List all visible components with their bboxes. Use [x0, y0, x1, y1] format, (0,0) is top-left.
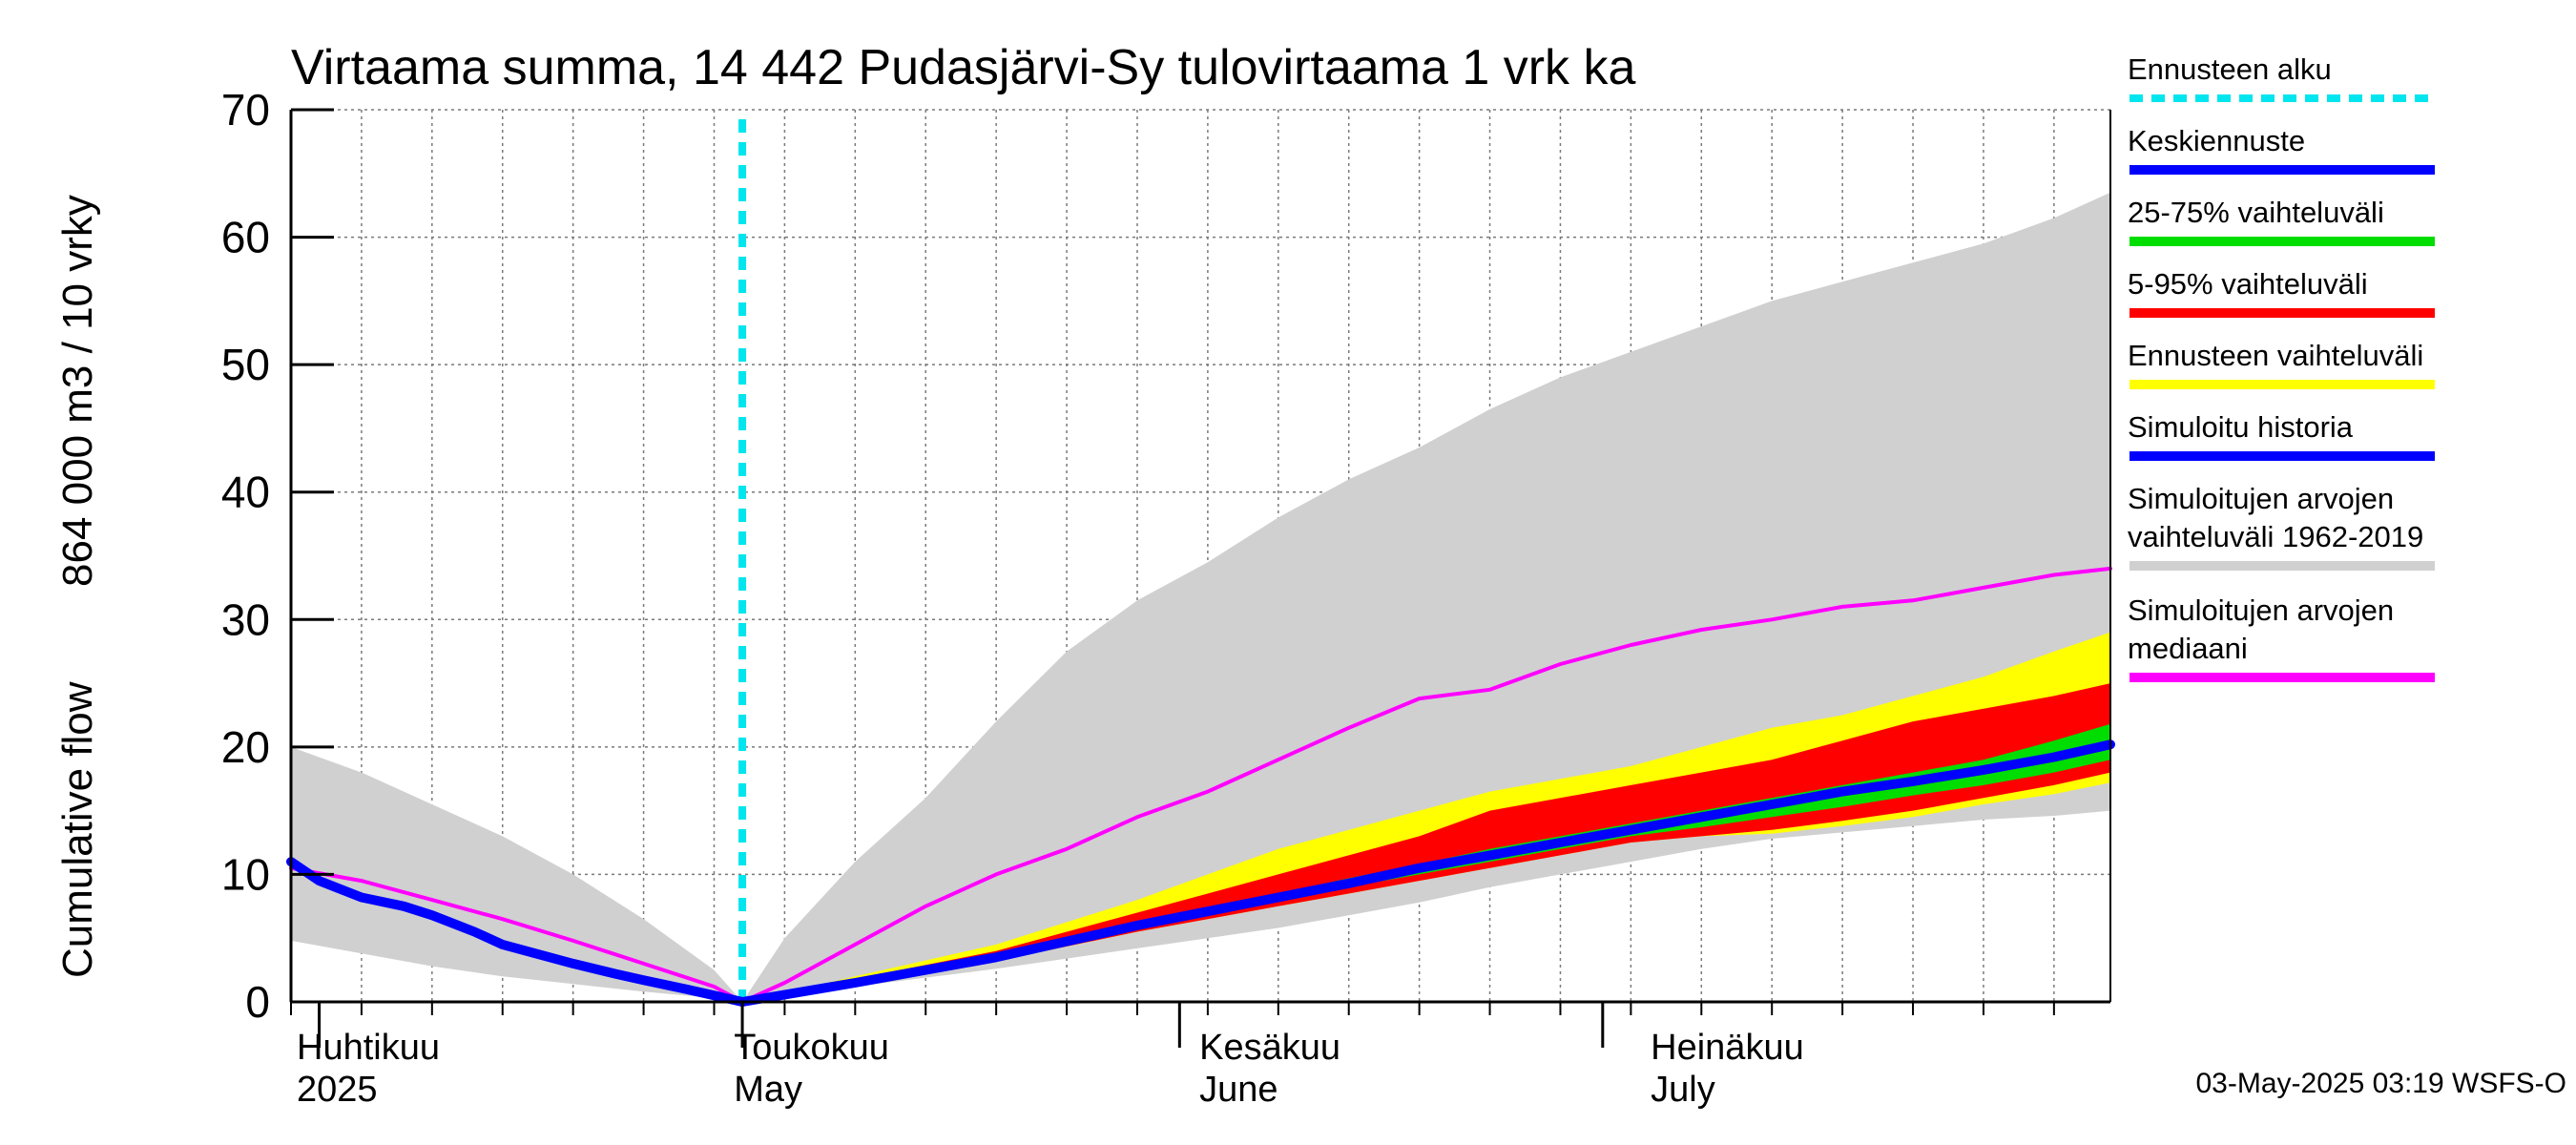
- month-label-fi: Kesäkuu: [1199, 1028, 1340, 1068]
- month-label-en: May: [734, 1070, 802, 1110]
- y-tick-label: 30: [221, 594, 270, 644]
- legend-label-keskiennuste: Keskiennuste: [2128, 124, 2305, 157]
- lines-layer: [286, 119, 2115, 1007]
- y-tick-label: 40: [221, 468, 270, 517]
- series-keskiennuste: [737, 739, 2115, 1007]
- legend-label-simuloitujen-arvojen-vaihteluv-li-1962-2019-line2: vaihteluväli 1962-2019: [2128, 520, 2423, 553]
- series-simuloitujen-arvojen-mediaani: [289, 566, 2112, 1004]
- y-axis-label-en: Cumulative flow: [54, 681, 101, 978]
- y-tick-label: 10: [221, 849, 270, 899]
- y-axis-label-fi: 864 000 m3 / 10 vrky: [54, 195, 101, 587]
- legend-label-5-95-vaihteluv-li: 5-95% vaihteluväli: [2128, 267, 2368, 301]
- legend-label-simuloitujen-arvojen-mediaani-line2: mediaani: [2128, 632, 2248, 665]
- y-tick-label: 60: [221, 213, 270, 262]
- timestamp-label: 03-May-2025 03:19 WSFS-O: [2196, 1068, 2567, 1099]
- series-simuloitu-historia: [286, 857, 748, 1007]
- month-label-en: July: [1651, 1070, 1715, 1110]
- month-label-en: 2025: [297, 1070, 378, 1110]
- legend-label-simuloitujen-arvojen-vaihteluv-li-1962-2019: Simuloitujen arvojen: [2128, 482, 2394, 515]
- legend-label-ennusteen-alku: Ennusteen alku: [2128, 52, 2332, 86]
- month-label-fi: Huhtikuu: [297, 1028, 440, 1068]
- month-label-fi: Heinäkuu: [1651, 1028, 1804, 1068]
- chart-title: Virtaama summa, 14 442 Pudasjärvi-Sy tul…: [291, 40, 1635, 95]
- y-tick-label: 20: [221, 722, 270, 772]
- legend-label-25-75-vaihteluv-li: 25-75% vaihteluväli: [2128, 196, 2384, 229]
- band-ennusteen-vaihteluv-li: [742, 632, 2110, 1002]
- y-tick-label: 70: [221, 85, 270, 135]
- y-tick-label: 0: [245, 977, 270, 1027]
- legend-label-simuloitu-historia: Simuloitu historia: [2128, 410, 2354, 444]
- y-tick-label: 50: [221, 340, 270, 389]
- month-label-fi: Toukokuu: [734, 1028, 889, 1068]
- legend-label-ennusteen-vaihteluv-li: Ennusteen vaihteluväli: [2128, 339, 2423, 372]
- month-label-en: June: [1199, 1070, 1278, 1110]
- legend-label-simuloitujen-arvojen-mediaani: Simuloitujen arvojen: [2128, 593, 2394, 627]
- legend: Ennusteen alku Keskiennuste 25-75% vaihtel…: [2128, 52, 2435, 682]
- band-5-95-vaihteluv-li: [742, 683, 2110, 1002]
